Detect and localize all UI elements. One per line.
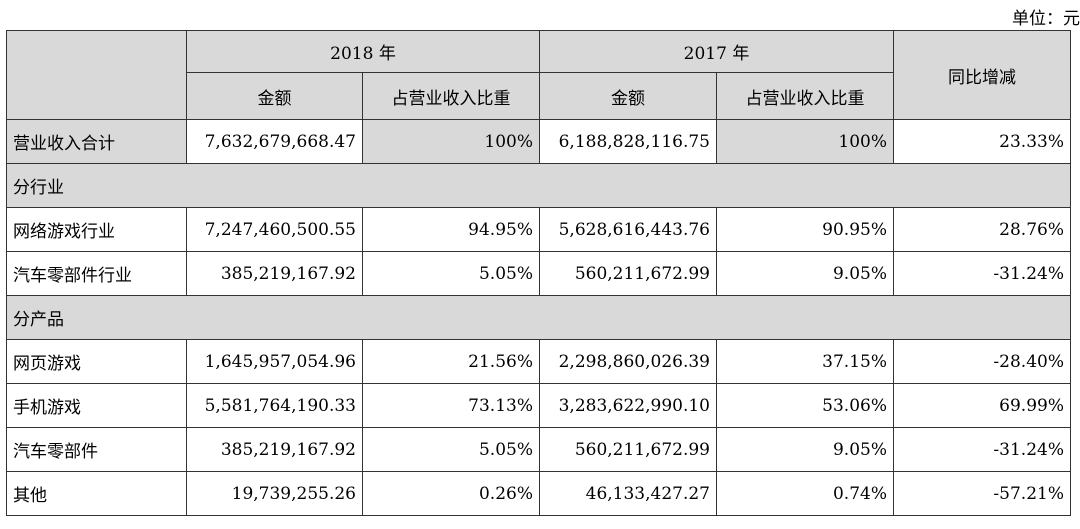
section-row-product: 分产品 <box>6 295 1071 340</box>
yoy-cell: -57.21% <box>893 471 1071 516</box>
section-label-industry: 分行业 <box>6 163 1071 208</box>
amount-2018-cell: 385,219,167.92 <box>186 427 363 472</box>
row-label: 网络游戏行业 <box>6 207 187 252</box>
share-2017-cell: 9.05% <box>716 427 894 472</box>
share-2017-cell: 90.95% <box>716 207 894 252</box>
share-2018-cell: 0.26% <box>362 471 540 516</box>
row-label: 其他 <box>6 471 187 516</box>
share-2018-cell: 21.56% <box>362 339 540 384</box>
share-2017-cell: 37.15% <box>716 339 894 384</box>
share-2018-cell: 5.05% <box>362 251 540 296</box>
yoy-cell: 69.99% <box>893 383 1071 428</box>
amount-2017-cell: 6,188,828,116.75 <box>539 119 717 164</box>
header-amount-2017: 金额 <box>539 72 717 120</box>
row-label: 网页游戏 <box>6 339 187 384</box>
row-label: 汽车零部件行业 <box>6 251 187 296</box>
header-share-2018: 占营业收入比重 <box>362 72 540 120</box>
share-2017-cell: 9.05% <box>716 251 894 296</box>
header-row-columns: 金额 占营业收入比重 金额 占营业收入比重 <box>7 72 1071 120</box>
amount-2017-cell: 46,133,427.27 <box>539 471 717 516</box>
table-row: 手机游戏 5,581,764,190.33 73.13% 3,283,622,9… <box>6 383 1071 428</box>
amount-2017-cell: 5,628,616,443.76 <box>539 207 717 252</box>
total-row: 营业收入合计 7,632,679,668.47 100% 6,188,828,1… <box>6 119 1071 164</box>
amount-2017-cell: 560,211,672.99 <box>539 251 717 296</box>
section-row-industry: 分行业 <box>6 163 1071 208</box>
revenue-table: 2018 年 2017 年 同比增减 金额 占营业收入比重 金额 占营业收入比重… <box>6 30 1071 516</box>
amount-2018-cell: 385,219,167.92 <box>186 251 363 296</box>
yoy-cell: -31.24% <box>893 427 1071 472</box>
table-row: 其他 19,739,255.26 0.26% 46,133,427.27 0.7… <box>6 471 1071 516</box>
header-yoy: 同比增减 <box>893 30 1071 120</box>
yoy-cell: -28.40% <box>893 339 1071 384</box>
amount-2017-cell: 560,211,672.99 <box>539 427 717 472</box>
table-row: 网页游戏 1,645,957,054.96 21.56% 2,298,860,0… <box>6 339 1071 384</box>
table-row: 汽车零部件 385,219,167.92 5.05% 560,211,672.9… <box>6 427 1071 472</box>
header-year-2017: 2017 年 <box>539 30 894 73</box>
yoy-cell: 28.76% <box>893 207 1071 252</box>
header-row-years: 2018 年 2017 年 同比增减 <box>6 30 1071 120</box>
amount-2018-cell: 7,247,460,500.55 <box>186 207 363 252</box>
header-amount-2018: 金额 <box>186 72 363 120</box>
amount-2018-cell: 19,739,255.26 <box>186 471 363 516</box>
amount-2018-cell: 5,581,764,190.33 <box>186 383 363 428</box>
header-year-2018: 2018 年 <box>186 30 540 73</box>
share-2018-cell: 100% <box>362 119 540 164</box>
amount-2018-cell: 7,632,679,668.47 <box>186 119 363 164</box>
share-2018-cell: 73.13% <box>362 383 540 428</box>
row-label: 手机游戏 <box>6 383 187 428</box>
yoy-cell: -31.24% <box>893 251 1071 296</box>
header-corner-cell <box>6 30 187 120</box>
header-share-2017: 占营业收入比重 <box>716 72 894 120</box>
row-label: 营业收入合计 <box>6 119 187 164</box>
unit-label: 单位：元 <box>1012 9 1080 29</box>
share-2017-cell: 100% <box>716 119 894 164</box>
share-2017-cell: 0.74% <box>716 471 894 516</box>
amount-2017-cell: 3,283,622,990.10 <box>539 383 717 428</box>
table-row: 汽车零部件行业 385,219,167.92 5.05% 560,211,672… <box>6 251 1071 296</box>
share-2017-cell: 53.06% <box>716 383 894 428</box>
amount-2018-cell: 1,645,957,054.96 <box>186 339 363 384</box>
amount-2017-cell: 2,298,860,026.39 <box>539 339 717 384</box>
share-2018-cell: 94.95% <box>362 207 540 252</box>
table-row: 网络游戏行业 7,247,460,500.55 94.95% 5,628,616… <box>6 207 1071 252</box>
share-2018-cell: 5.05% <box>362 427 540 472</box>
yoy-cell: 23.33% <box>893 119 1071 164</box>
row-label: 汽车零部件 <box>6 427 187 472</box>
section-label-product: 分产品 <box>6 295 1071 340</box>
